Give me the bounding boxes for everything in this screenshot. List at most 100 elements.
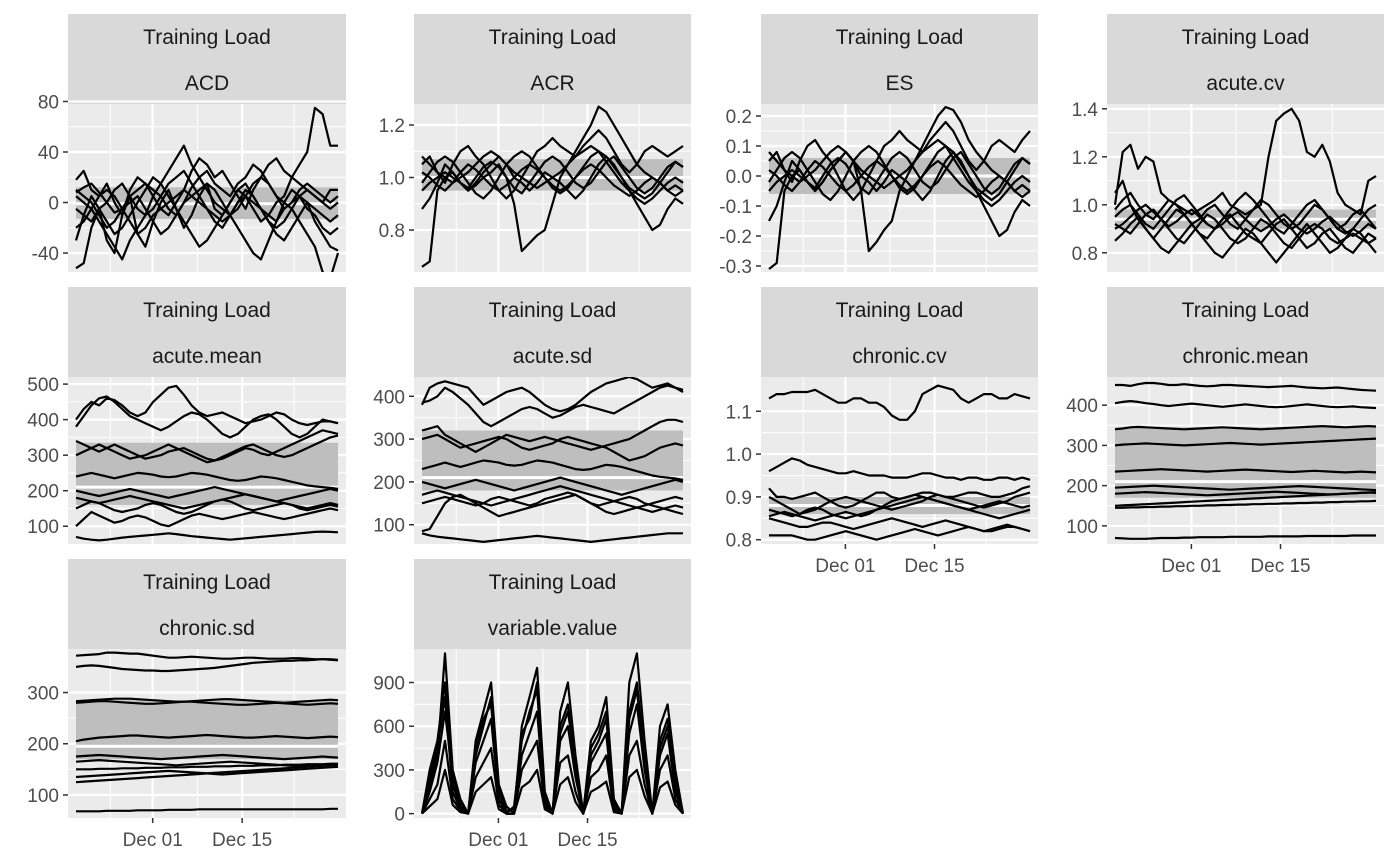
facet-chronic-mean: Training Load chronic.mean 100 200 300 400 Dec… (1066, 287, 1384, 577)
facet-ES: Training Load ES -0.3 -0.2 -0.1 0.0 0.1 0.2 (719, 14, 1038, 278)
athlete-series-line-10 (421, 532, 683, 543)
facet-ACR: Training Load ACR 0.8 1.0 1.2 (379, 14, 691, 272)
athlete-series-line-4 (768, 150, 1031, 196)
athlete-series-line-8 (769, 525, 1031, 541)
strip-label-metric: acute.cv (1206, 72, 1285, 95)
athlete-series-line-2 (1114, 400, 1377, 410)
strip-label-group: Training Load (489, 299, 617, 322)
athlete-series-line-11 (76, 807, 338, 813)
athlete-series-line-6 (768, 144, 1031, 202)
strip-label-group: Training Load (836, 299, 964, 322)
athlete-series-line-1 (1113, 107, 1377, 216)
strip-label-metric: chronic.mean (1182, 345, 1308, 368)
iqr-band (76, 700, 338, 760)
athlete-series-line-5 (421, 163, 684, 197)
series-group (1114, 381, 1377, 540)
series-group (420, 652, 685, 815)
athlete-series-line-9 (421, 493, 684, 533)
strip-background (68, 14, 346, 104)
y-tick-label: 1.1 (726, 402, 752, 423)
panel-background (761, 377, 1038, 544)
facet-chronic-cv: Training Load chronic.cv 0.8 0.9 1.0 1.1 Dec 0… (726, 287, 1038, 577)
strip-background (414, 14, 691, 104)
athlete-series-line-7 (75, 176, 339, 236)
y-tick-label: 1.0 (379, 169, 405, 190)
y-tick-label: 200 (1066, 477, 1098, 498)
athlete-series-line-2 (421, 129, 684, 200)
y-tick-label: 100 (27, 517, 59, 538)
y-tick-label: 600 (373, 717, 405, 738)
athlete-series-line-2 (75, 395, 339, 439)
athlete-series-line-2 (768, 120, 1031, 202)
y-tick-label: 100 (1066, 517, 1098, 538)
athlete-series-line-4 (768, 491, 1031, 516)
y-tick-label: 400 (373, 387, 405, 408)
strip-label-metric: acute.sd (513, 345, 592, 368)
strip-background (1107, 14, 1384, 104)
athlete-series-line-4 (75, 434, 339, 464)
y-tick-label: -0.1 (719, 197, 752, 218)
strip-label-group: Training Load (1182, 299, 1310, 322)
athlete-series-line-8 (76, 762, 338, 771)
x-tick-label: Dec 15 (557, 830, 617, 851)
strip-label-metric: ACR (530, 72, 574, 95)
y-tick-label: 300 (373, 761, 405, 782)
athlete-series-line-3 (74, 176, 339, 252)
strip-label-metric: chronic.sd (159, 617, 255, 640)
series-group (75, 651, 339, 813)
athlete-series-line-8 (75, 498, 339, 515)
athlete-series-line-4 (421, 155, 684, 195)
y-tick-label: 0 (48, 194, 59, 215)
athlete-series-line-4 (421, 433, 684, 462)
y-tick-label: 500 (27, 375, 59, 396)
facet-variable-value: Training Load variable.value 0 300 600 900 Dec… (373, 559, 691, 851)
y-tick-label: 0.8 (1072, 244, 1098, 265)
athlete-series-line-6 (75, 753, 339, 761)
strip-background (68, 559, 346, 649)
series-group (74, 106, 340, 272)
strip-label-group: Training Load (143, 26, 271, 49)
y-tick-label: 0.0 (726, 167, 752, 188)
series-group (421, 105, 684, 268)
y-tick-label: 0 (394, 805, 405, 826)
athlete-series-line-6 (75, 486, 339, 503)
panel-background (1107, 104, 1384, 272)
strip-background (761, 287, 1038, 377)
athlete-series-line-3 (1114, 215, 1377, 264)
y-tick-label: 0.8 (379, 221, 405, 242)
y-tick-label: 300 (27, 446, 59, 467)
athlete-series-line-5 (1114, 468, 1377, 474)
x-tick-label: Dec 15 (212, 830, 272, 851)
athlete-series-line-6 (1114, 179, 1377, 254)
series-group (768, 105, 1031, 270)
y-tick-label: 100 (27, 786, 59, 807)
y-tick-label: 100 (373, 516, 405, 537)
athlete-series-line-5 (75, 163, 340, 272)
athlete-series-line-2 (768, 457, 1031, 481)
athlete-series-line-9 (75, 507, 339, 528)
x-tick-label: Dec 15 (1250, 556, 1310, 577)
y-tick-label: 200 (27, 735, 59, 756)
series-group (1113, 107, 1377, 264)
athlete-series-line-10 (75, 763, 339, 784)
strip-label-metric: chronic.cv (852, 345, 947, 368)
strip-label-metric: ACD (185, 72, 229, 95)
strip-label-group: Training Load (489, 571, 617, 594)
strip-label-metric: variable.value (488, 617, 618, 640)
x-tick-label: Dec 01 (815, 556, 875, 577)
y-tick-label: 1.4 (1072, 100, 1099, 121)
athlete-series-line-5 (75, 471, 339, 490)
facet-ACD: Training Load ACD -40 0 40 80 (32, 14, 346, 272)
facet-acute-mean: Training Load acute.mean 100 200 300 400 500 (27, 287, 346, 544)
facet-acute-sd: Training Load acute.sd 100 200 300 400 (373, 287, 691, 544)
athlete-series-line-6 (768, 493, 1031, 522)
strip-background (68, 287, 346, 377)
strip-background (761, 14, 1038, 104)
athlete-series-line-3 (1114, 425, 1377, 431)
y-tick-label: -0.2 (719, 227, 752, 248)
y-tick-label: 900 (373, 674, 405, 695)
series-group (768, 384, 1031, 541)
athlete-series-line-5 (75, 733, 339, 743)
y-tick-label: 400 (27, 411, 59, 432)
athlete-series-line-5 (768, 159, 1031, 199)
